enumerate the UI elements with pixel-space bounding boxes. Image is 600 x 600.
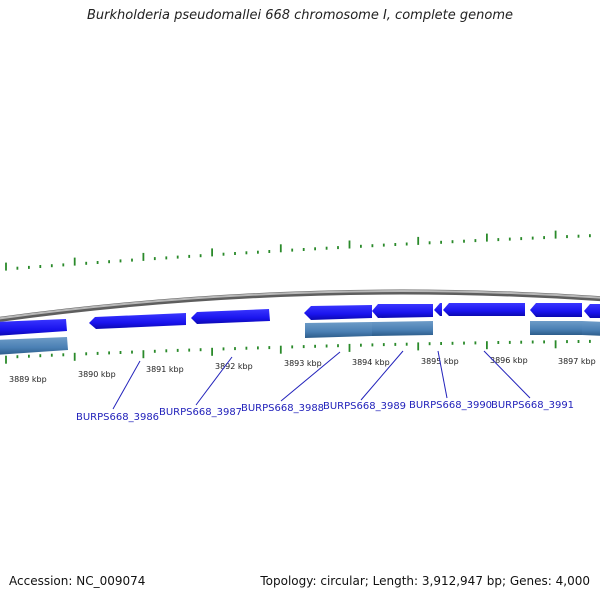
kbp-label: 3889 kbp xyxy=(9,375,47,384)
gene-arrow[interactable] xyxy=(191,309,270,324)
gene-arrow[interactable] xyxy=(372,304,433,318)
gene-arrow[interactable] xyxy=(530,303,582,317)
cds-track xyxy=(0,321,600,355)
leader-line xyxy=(280,351,341,402)
map-title: Burkholderia pseudomallei 668 chromosome… xyxy=(86,8,514,23)
kbp-label: 3892 kbp xyxy=(215,362,253,371)
gene-arrow[interactable] xyxy=(89,313,186,329)
chromosome-backbone-highlight xyxy=(0,290,600,320)
locus-tag-label[interactable]: BURPS668_3987 xyxy=(159,407,242,418)
topology-summary: Topology: circular; Length: 3,912,947 bp… xyxy=(260,574,590,588)
leader-line xyxy=(437,350,448,399)
gene-arrow[interactable] xyxy=(584,304,600,318)
gene-arrow[interactable] xyxy=(304,305,372,320)
kbp-scale: 3889 kbp 3890 kbp 3891 kbp 3892 kbp 3893… xyxy=(9,356,596,384)
kbp-label: 3896 kbp xyxy=(490,356,528,365)
kbp-label: 3891 kbp xyxy=(146,365,184,374)
locus-tag-label[interactable]: BURPS668_3990 xyxy=(409,400,492,411)
leader-line xyxy=(112,360,141,410)
cds-bar[interactable] xyxy=(530,321,582,335)
gene-arrow[interactable] xyxy=(443,303,525,316)
locus-tag-label[interactable]: BURPS668_3991 xyxy=(491,400,574,411)
leader-line xyxy=(195,356,233,406)
inner-tick-row xyxy=(5,339,591,364)
cds-bar[interactable] xyxy=(0,337,68,355)
outer-tick-row xyxy=(5,230,591,271)
locus-tag-label[interactable]: BURPS668_3989 xyxy=(323,401,406,412)
gene-arrow[interactable] xyxy=(0,319,67,336)
cds-bar[interactable] xyxy=(372,321,433,336)
kbp-label: 3894 kbp xyxy=(352,358,390,367)
gene-arrow[interactable] xyxy=(434,303,442,316)
cds-bar[interactable] xyxy=(305,322,372,338)
kbp-label: 3897 kbp xyxy=(558,357,596,366)
leader-line xyxy=(483,350,531,399)
locus-tag-label[interactable]: BURPS668_3986 xyxy=(76,412,159,423)
locus-tag-label[interactable]: BURPS668_3988 xyxy=(241,403,324,414)
cds-bar[interactable] xyxy=(582,321,600,336)
accession-text: Accession: NC_009074 xyxy=(9,574,146,588)
locus-leader-lines xyxy=(112,350,531,410)
leader-line xyxy=(360,350,404,401)
kbp-label: 3890 kbp xyxy=(78,370,116,379)
kbp-label: 3893 kbp xyxy=(284,359,322,368)
forward-genes xyxy=(0,303,600,336)
chromosome-backbone xyxy=(0,289,600,322)
locus-tags: BURPS668_3986 BURPS668_3987 BURPS668_398… xyxy=(76,400,574,423)
